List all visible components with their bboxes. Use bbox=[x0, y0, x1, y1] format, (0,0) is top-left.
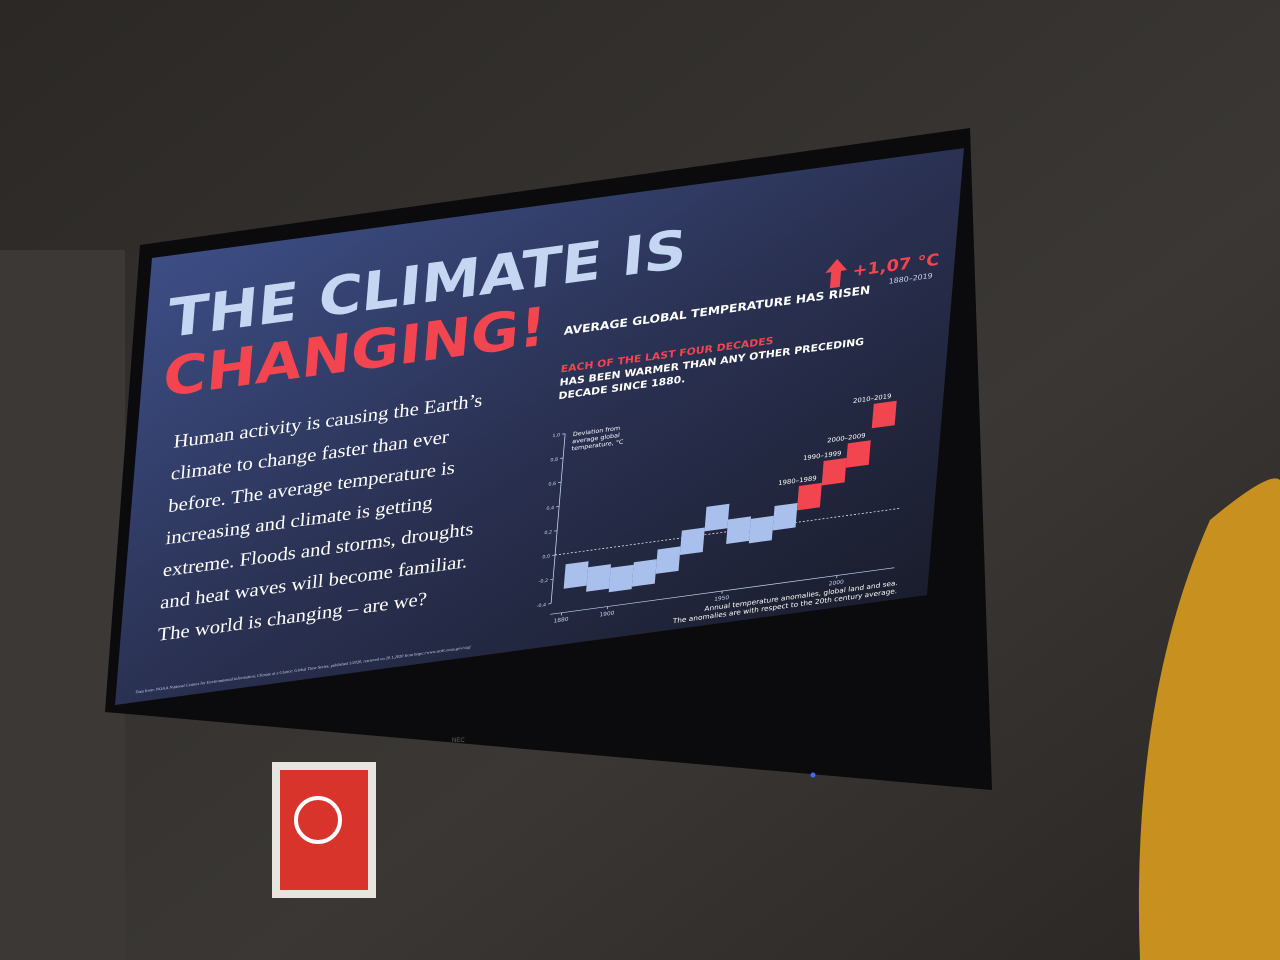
decade-block bbox=[871, 400, 897, 429]
decade-block bbox=[748, 515, 774, 544]
fire-hose-icon bbox=[294, 796, 342, 844]
decade-block bbox=[631, 559, 657, 587]
decade-block bbox=[608, 564, 634, 593]
decade-block bbox=[563, 561, 589, 589]
decade-block bbox=[726, 516, 752, 544]
y-tick-label: 0,4 bbox=[546, 505, 554, 512]
y-tick-label: -0,4 bbox=[536, 602, 546, 609]
decade-block bbox=[586, 564, 612, 592]
fire-sign-face bbox=[280, 770, 368, 890]
screen-background bbox=[114, 148, 964, 705]
y-tick-label: 0,8 bbox=[550, 457, 558, 464]
decade-block bbox=[655, 546, 681, 574]
x-tick-label: 1950 bbox=[714, 595, 730, 603]
y-tick-label: -0,2 bbox=[538, 578, 548, 585]
decade-block bbox=[679, 527, 705, 556]
decade-block bbox=[772, 502, 798, 531]
decade-block bbox=[821, 457, 847, 486]
decade-block bbox=[845, 440, 871, 468]
x-tick-label: 1900 bbox=[599, 611, 615, 619]
y-tick-label: 0,6 bbox=[548, 481, 556, 488]
x-tick-label: 1880 bbox=[553, 617, 569, 625]
person-jacket bbox=[1138, 478, 1280, 960]
tv-screen: THE CLIMATE IS CHANGING! Human activity … bbox=[114, 148, 964, 705]
power-led bbox=[810, 772, 816, 778]
y-tick-label: 1,0 bbox=[552, 432, 560, 439]
decade-block bbox=[796, 482, 822, 511]
arrow-up bbox=[825, 258, 847, 289]
decade-block bbox=[704, 503, 730, 532]
brand: NEC bbox=[452, 738, 465, 744]
y-axis bbox=[550, 433, 566, 604]
y-tick-label: 0,2 bbox=[544, 529, 552, 536]
y-tick-label: 0,0 bbox=[542, 554, 550, 561]
x-tick-label: 2000 bbox=[829, 580, 845, 588]
door bbox=[0, 250, 125, 960]
